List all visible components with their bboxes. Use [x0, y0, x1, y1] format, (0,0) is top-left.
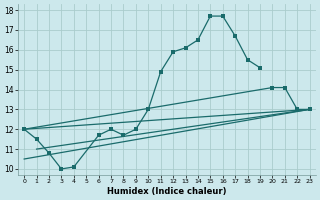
X-axis label: Humidex (Indice chaleur): Humidex (Indice chaleur)	[107, 187, 227, 196]
